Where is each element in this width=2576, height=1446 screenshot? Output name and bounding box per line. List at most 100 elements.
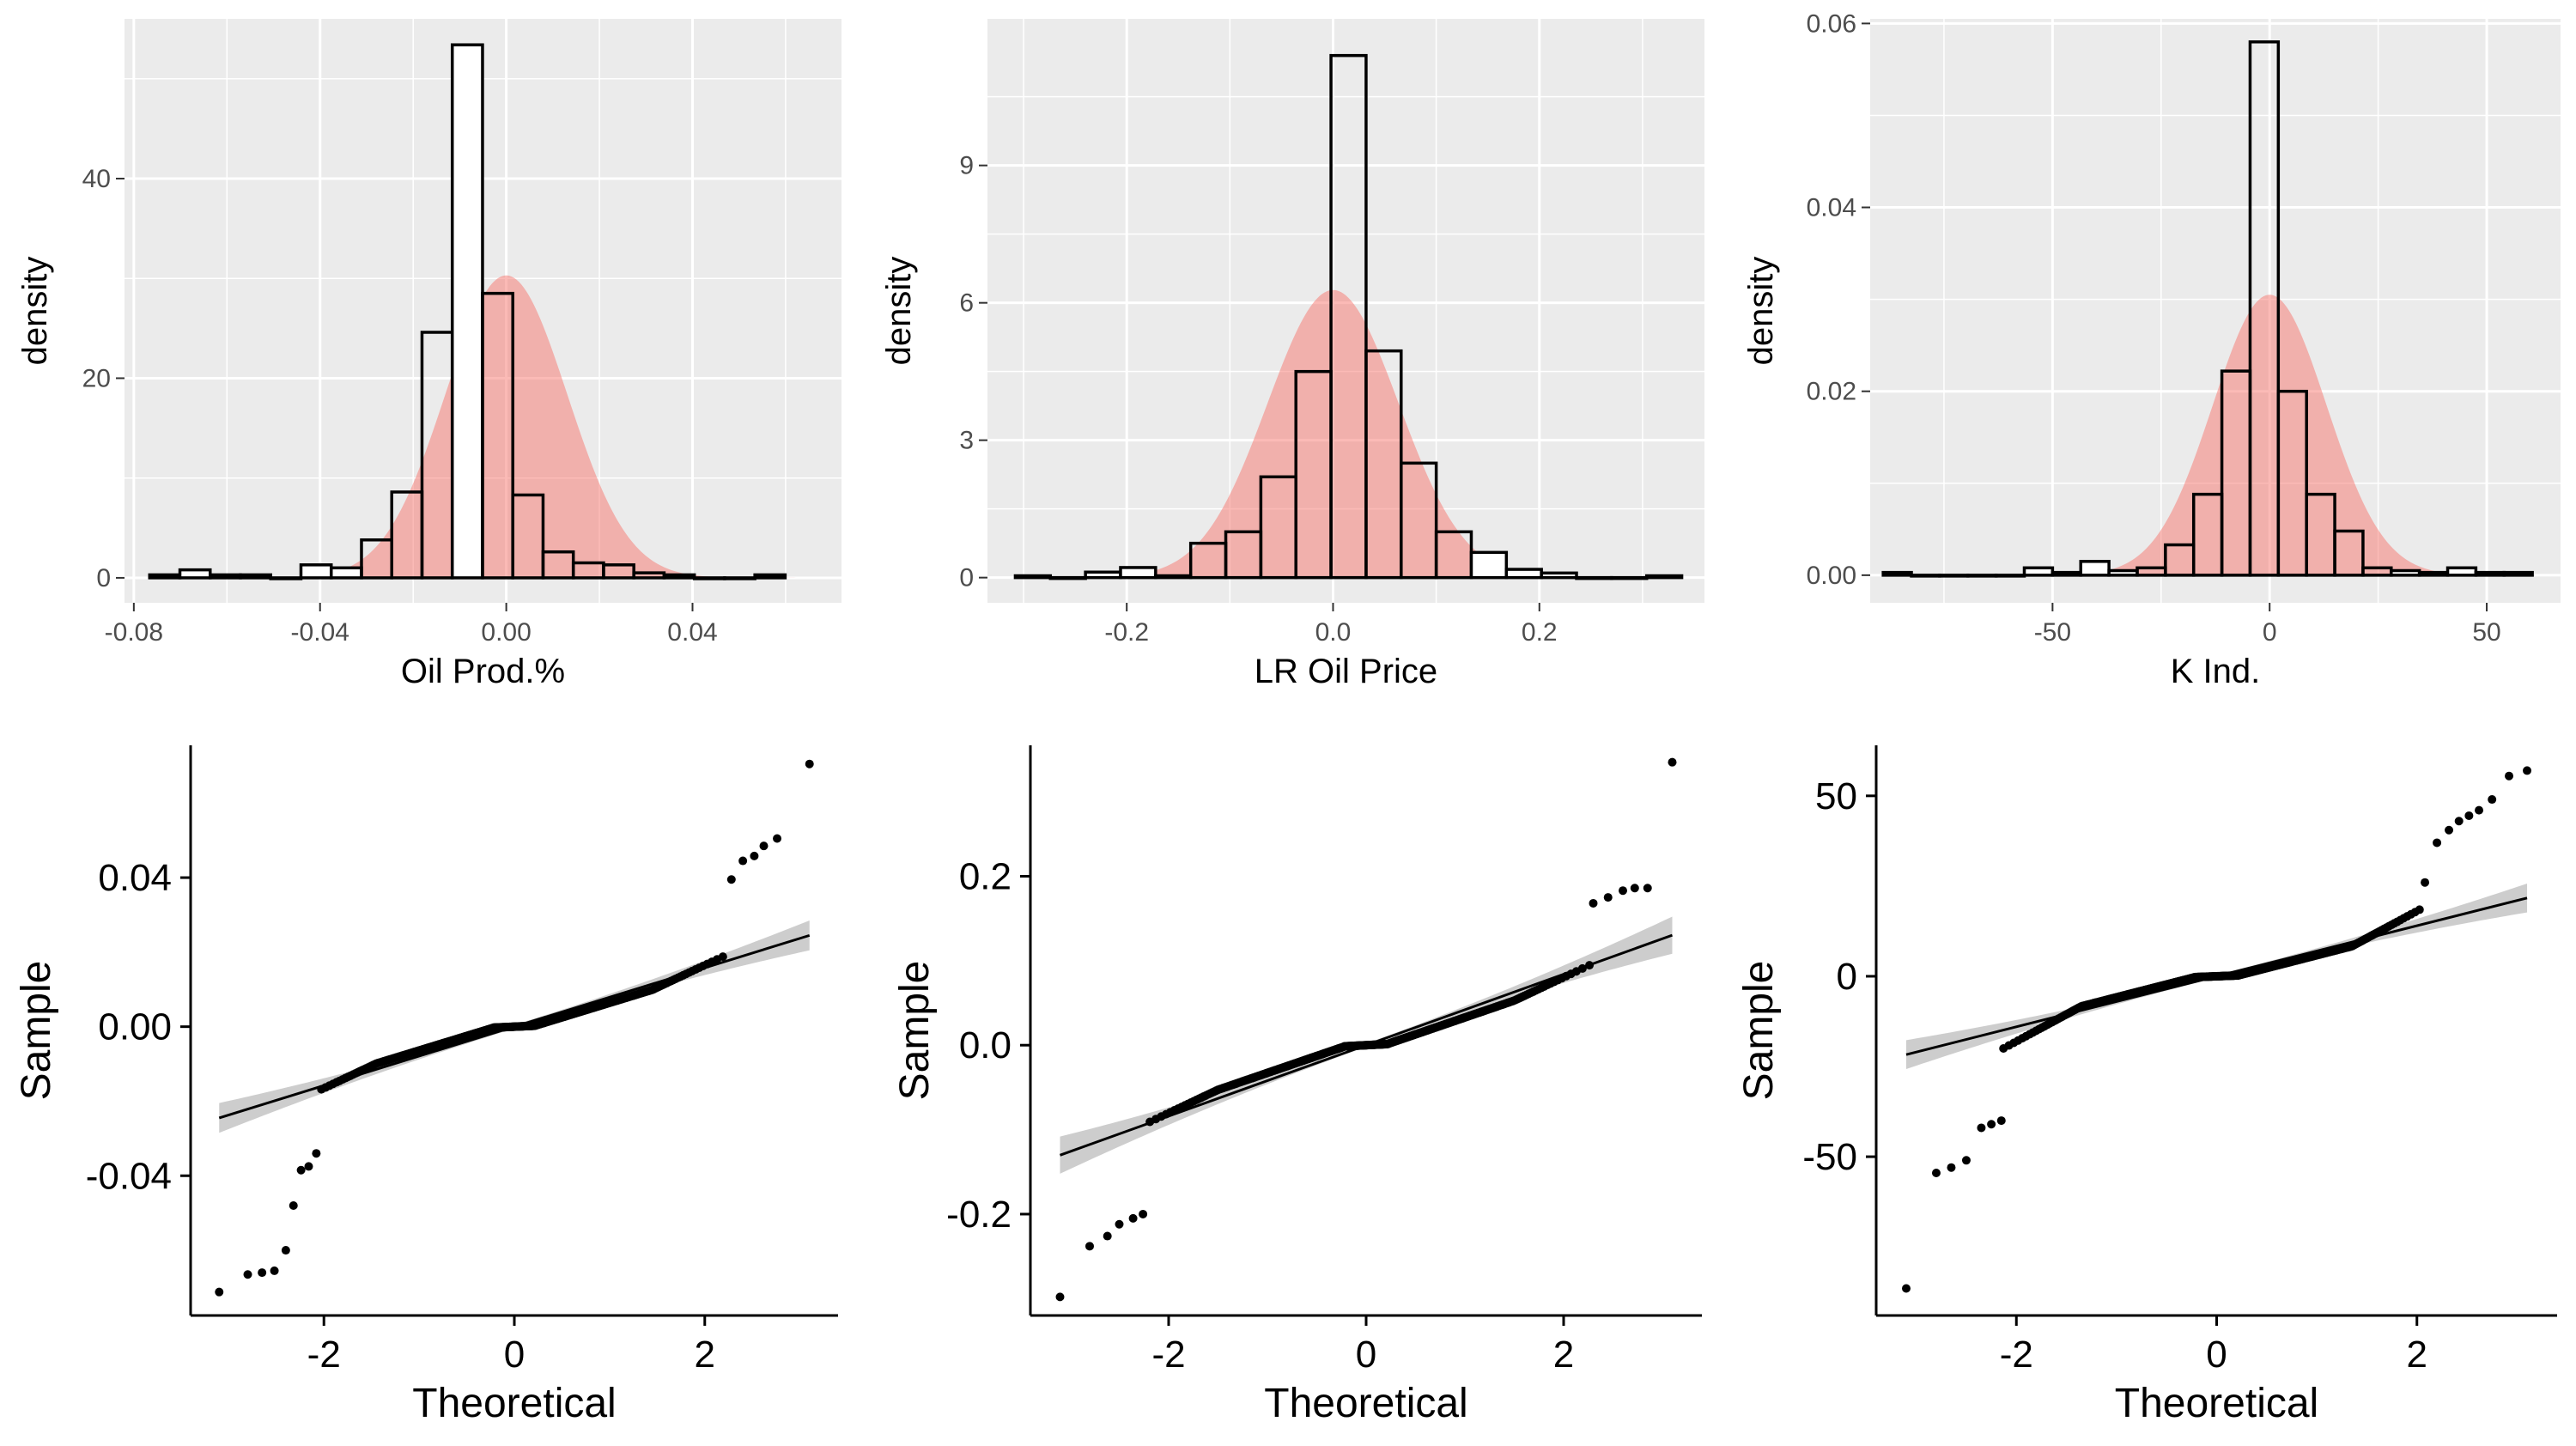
sample-point [2421,878,2430,887]
x-tick-label: -0.04 [291,618,349,647]
histogram-panel-1: -0.08 -0.04 0.00 0.04 0 20 40 Oil Prod.% density [16,19,841,690]
x-tick-label: 50 [2472,618,2500,647]
histogram-bar [209,573,242,580]
qq-panel-3: -2 0 2 -50 0 50 Theoretical Sample [1736,745,2557,1426]
histogram-bar [1575,575,1613,580]
histogram-panel-3: -50 0 50 0.00 0.02 0.04 0.06 K Ind. density [1742,9,2561,690]
sample-point [312,1149,321,1158]
x-tick-label: -50 [2034,618,2071,647]
sample-point [1055,1292,1065,1302]
histogram-bar [2333,529,2365,577]
y-tick-label: 0.02 [1807,378,1856,406]
histogram-bar [662,573,696,580]
histogram-bar [450,43,484,580]
sample-point [1630,884,1639,893]
x-tick-label: -2 [307,1334,341,1376]
y-axis-label: Sample [892,961,938,1101]
qq-reference-line [218,933,811,1120]
histogram-bar [723,576,756,580]
histogram-bar [2248,40,2281,577]
y-tick-label: 0.04 [1807,194,1856,222]
sample-point [1103,1231,1112,1241]
histogram-bar [1881,570,1913,577]
x-axis-label: Oil Prod.% [401,653,565,690]
sample-point [1085,1242,1094,1251]
histogram-bar [1966,574,1998,578]
histogram-bar [1938,574,1970,578]
histogram-bar [2502,570,2534,577]
sample-point [1961,1156,1971,1165]
x-tick-label: -2 [1151,1334,1185,1376]
x-tick-label: 0 [1356,1334,1376,1376]
qq-panel-2: -2 0 2 -0.2 0.0 0.2 Theoretical Sample [892,745,1702,1426]
histogram-bar [2107,568,2139,577]
sample-point [759,841,769,851]
qq-panel-1: -2 0 2 -0.04 0.00 0.04 Theoretical Sample [14,745,838,1426]
y-tick-label: -50 [1802,1136,1857,1178]
sample-point [1901,1284,1911,1293]
x-axis-label: Theoretical [412,1381,616,1426]
sample-point [1619,886,1627,896]
sample-point [1996,1116,2006,1126]
histogram-bar [148,573,182,580]
x-tick-label: 0 [2206,1334,2227,1376]
x-tick-label: 0.04 [667,618,717,647]
sample-point [1977,1123,1986,1133]
histogram-bar [692,576,726,580]
sample-point [1139,1209,1148,1218]
x-tick-label: 2 [2406,1334,2427,1376]
histogram-bar [2474,570,2506,577]
sample-point [2523,766,2532,775]
y-tick-label: 0.0 [959,1024,1012,1066]
x-axis-label: LR Oil Price [1255,653,1437,690]
histogram-bar [1504,568,1543,580]
y-tick-label: 0.06 [1807,9,1856,38]
x-tick-label: 0 [504,1334,525,1376]
x-tick-label: -2 [2000,1334,2033,1376]
qq-reference-line [1059,933,1674,1157]
y-axis-label: Sample [14,961,59,1101]
sample-point [718,952,727,962]
y-tick-label: 0 [959,564,974,592]
y-tick-label: 3 [959,427,974,455]
x-tick-label: 2 [1553,1334,1574,1376]
x-axis-label: Theoretical [2115,1381,2318,1426]
histogram-bar [1048,575,1087,580]
sample-point [2433,838,2442,848]
histogram-bar [2079,560,2111,577]
histogram-bar [2276,389,2308,577]
x-tick-label: 0.00 [481,618,531,647]
sample-point [304,1162,313,1171]
histogram-bar [2445,566,2478,577]
y-tick-label: 0.04 [98,857,172,899]
sample-point [281,1246,290,1255]
histogram-bar [1154,574,1193,580]
histogram-bar [178,568,212,580]
histogram-bar [1910,574,1941,578]
sample-point [773,834,782,843]
x-axis-label: K Ind. [2171,653,2261,690]
y-tick-label: 9 [959,152,974,180]
sample-point [270,1266,279,1275]
histogram-bar [1329,53,1368,580]
histogram-panel-2: -0.2 0.0 0.2 0 3 6 9 LR Oil Price density [880,19,1704,690]
y-tick-label: 50 [1815,775,1857,817]
histogram-bar [299,563,333,580]
histogram-bar [2390,568,2421,577]
histogram-bar [1610,575,1649,580]
sample-point [805,759,814,769]
sample-point [2464,811,2474,820]
y-tick-label: 40 [82,165,111,193]
x-tick-label: 2 [695,1334,715,1376]
sample-point [2415,905,2424,914]
x-tick-label: -0.2 [1104,618,1149,647]
y-tick-label: 20 [82,364,111,392]
sample-point [1643,884,1652,893]
histogram-bar [1994,574,2026,578]
sample-point [738,856,748,866]
sample-point [258,1268,267,1278]
histogram-bar [511,493,545,580]
y-tick-label: 0.00 [98,1006,172,1048]
density-area [987,289,1704,578]
